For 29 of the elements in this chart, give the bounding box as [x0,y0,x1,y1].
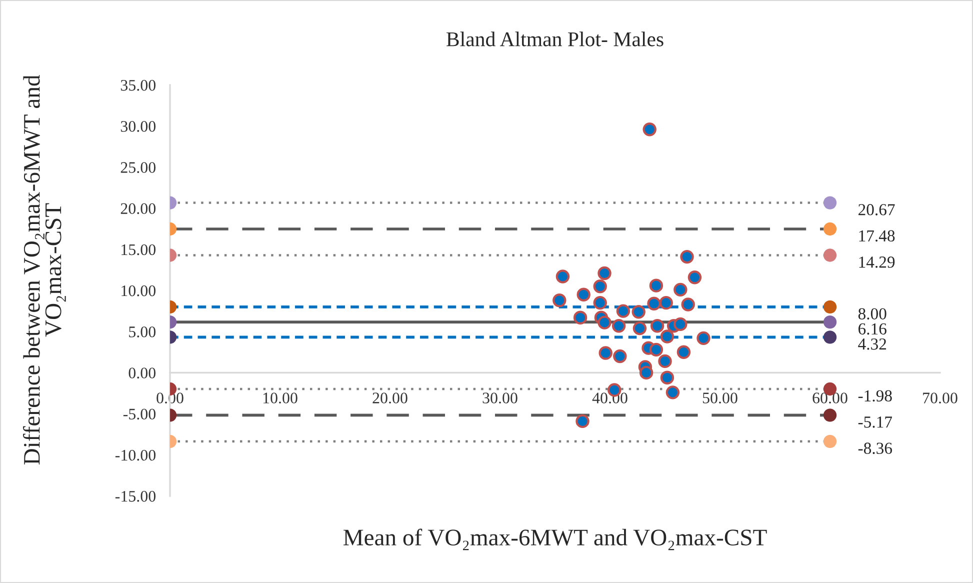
x-tick-label: 30.00 [482,392,518,404]
y-tick-label: 5.00 [129,326,156,338]
x-tick-label: 60.00 [812,392,848,404]
y-tick-label: 10.00 [122,285,156,296]
data-label: 4.32 [858,338,886,350]
data-label: -8.36 [858,442,892,454]
x-tick-label: 20.00 [372,392,408,404]
chart-title: Bland Altman Plot- Males [446,32,664,46]
y-tick-label: 15.00 [122,244,156,256]
data-label: 14.29 [859,256,895,268]
x-tick-label: 50.00 [702,392,738,404]
y-tick-label: 0.00 [128,368,156,378]
data-label: -5.17 [858,416,892,428]
y-tick-label: 35.00 [120,80,156,91]
data-label: 6.16 [858,323,886,335]
y-tick-label: 30.00 [120,121,156,132]
x-tick-label: 70.00 [923,392,958,404]
y-tick-label: 25.00 [120,162,156,173]
y-tick-label: 20.00 [120,203,156,214]
x-tick-label: 10.00 [263,392,298,404]
data-label: -1.98 [858,390,892,402]
y-tick-label: -15.00 [115,490,156,502]
y-axis-title: Difference between VO₂max-6MWT and VO₂max-CST [22,74,66,465]
data-label: 8.00 [858,308,886,320]
x-axis-title: Mean of VO₂max-6MWT and VO₂max-CST [343,528,767,550]
data-label: 20.67 [858,204,895,216]
y-tick-label: -10.00 [115,450,156,461]
y-tick-label: -5.00 [123,408,156,420]
data-label: 17.48 [859,230,895,242]
